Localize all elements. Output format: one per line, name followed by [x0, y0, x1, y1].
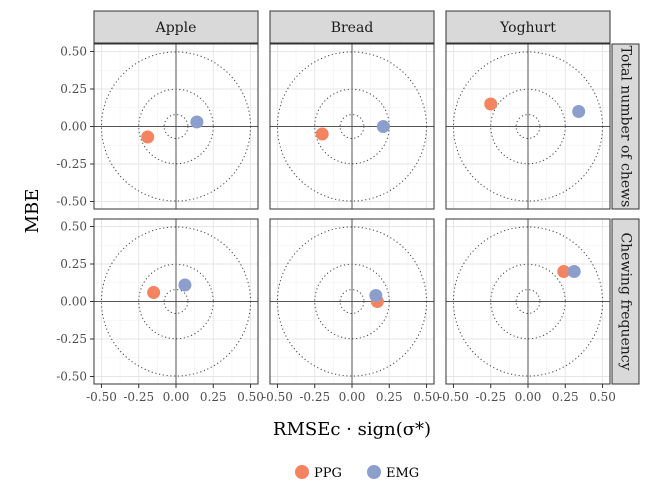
y-tick-label: -0.25 — [56, 157, 87, 171]
reference-circle — [452, 226, 604, 377]
x-tick-label: 0.25 — [200, 390, 227, 404]
column-strip: Bread — [269, 10, 435, 44]
reference-circle — [100, 226, 252, 377]
x-tick-label: 0.50 — [589, 390, 616, 404]
reference-circle — [138, 88, 214, 165]
y-tick-label: -0.50 — [56, 195, 87, 209]
facet-panel — [269, 43, 435, 210]
column-strip-label: Apple — [155, 20, 197, 36]
y-tick-label: -0.50 — [56, 370, 87, 384]
data-point-emg — [190, 115, 204, 129]
x-axis-title: RMSEc · sign(σ*) — [273, 419, 431, 440]
legend-key-emg — [367, 465, 381, 479]
facet-panel — [93, 43, 259, 210]
row-strip: Total number of chews — [611, 43, 640, 210]
reference-circle — [138, 263, 214, 340]
legend-label: PPG — [314, 466, 342, 481]
column-strip: Yoghurt — [445, 10, 611, 44]
strip-background — [269, 10, 435, 44]
series-emg — [178, 105, 586, 302]
reference-circle — [100, 51, 252, 202]
data-point-emg — [572, 105, 586, 118]
data-point-emg — [178, 278, 192, 292]
reference-circle — [339, 114, 365, 139]
row-strip-label: Chewing frequency — [618, 232, 634, 370]
data-point-ppg — [147, 286, 161, 299]
data-point-ppg — [141, 130, 155, 144]
strip-background — [445, 10, 611, 44]
x-tick-label: -0.50 — [262, 390, 293, 404]
y-tick-label: 0.50 — [60, 220, 87, 234]
facet-panels — [93, 43, 611, 385]
facet-panel — [445, 218, 611, 385]
reference-circle — [276, 51, 428, 202]
reference-circle — [276, 226, 428, 377]
reference-circle — [163, 114, 189, 139]
x-tick-label: 0.25 — [552, 390, 579, 404]
data-point-ppg — [315, 127, 329, 141]
y-tick-label: 0.00 — [60, 295, 87, 309]
column-strip-label: Yoghurt — [499, 20, 556, 36]
x-tick-label: -0.25 — [475, 390, 506, 404]
reference-circle — [452, 51, 604, 202]
reference-circle — [515, 114, 541, 139]
facet-panel — [445, 43, 611, 210]
data-point-emg — [376, 120, 390, 133]
row-strip: Chewing frequency — [611, 218, 640, 385]
x-tick-label: 0.50 — [413, 390, 440, 404]
x-tick-label: -0.25 — [299, 390, 330, 404]
y-tick-label: 0.25 — [60, 257, 87, 271]
y-tick-label: 0.25 — [60, 82, 87, 96]
panel-border — [269, 43, 435, 210]
strip-background — [93, 10, 259, 44]
panel-border — [445, 43, 611, 210]
column-strip: Apple — [93, 10, 259, 44]
reference-circle — [490, 263, 566, 340]
facet-panel — [269, 218, 435, 385]
legend-key-ppg — [295, 465, 309, 479]
x-tick-label: -0.25 — [123, 390, 154, 404]
x-tick-label: 0.00 — [515, 390, 542, 404]
y-tick-label: -0.25 — [56, 332, 87, 346]
data-point-emg — [369, 289, 383, 302]
x-tick-label: 0.50 — [237, 390, 264, 404]
row-strip-label: Total number of chews — [618, 46, 634, 208]
x-tick-label: 0.25 — [376, 390, 403, 404]
y-tick-label: 0.50 — [60, 45, 87, 59]
reference-circle — [490, 88, 566, 165]
y-tick-label: 0.00 — [60, 120, 87, 134]
reference-circle — [163, 289, 189, 314]
data-point-ppg — [557, 265, 571, 278]
reference-circle — [314, 263, 390, 340]
data-point-emg — [567, 265, 581, 278]
data-point-ppg — [484, 97, 498, 111]
y-axis-ticks: 0.50 0.25 0.00 -0.25 -0.50 0.50 0.25 0.00 -0.25 -… — [56, 45, 94, 384]
facet-panel — [93, 218, 259, 385]
column-strip-label: Bread — [331, 20, 374, 36]
reference-circle — [515, 289, 541, 314]
legend-label: EMG — [386, 466, 419, 481]
x-tick-label: 0.00 — [163, 390, 190, 404]
facet-strips: Apple Bread Yoghurt Total number of chews Ch… — [93, 10, 640, 385]
x-tick-label: 0.00 — [339, 390, 366, 404]
y-axis-title: MBE — [22, 189, 43, 234]
reference-circle — [339, 289, 365, 314]
legend: PPG EMG — [295, 465, 419, 481]
strip-background — [611, 218, 640, 385]
x-tick-label: -0.50 — [86, 390, 117, 404]
strip-background — [611, 43, 640, 210]
x-axis-ticks: -0.50 -0.25 0.00 0.25 0.50-0.50 -0.25 0.00 0.25… — [86, 384, 616, 404]
x-tick-label: -0.50 — [438, 390, 469, 404]
